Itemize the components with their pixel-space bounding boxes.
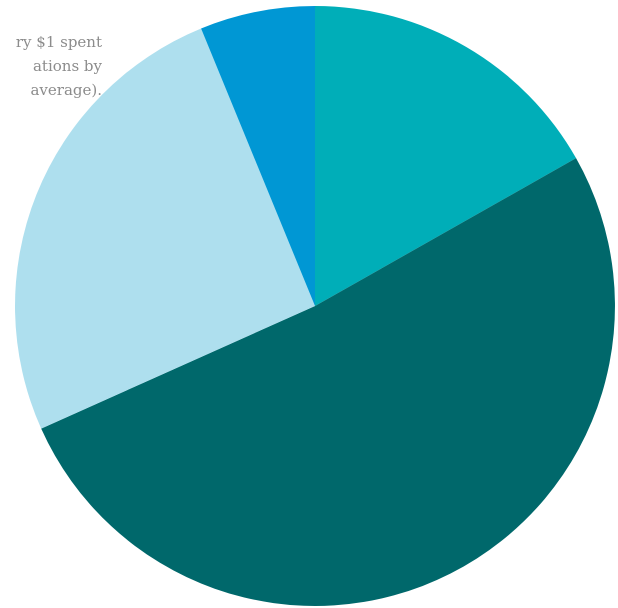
pie-slices [15, 6, 615, 606]
pie-slice-3 [15, 28, 316, 429]
pie-slice-2 [41, 158, 615, 606]
pie-slice-1 [315, 6, 577, 306]
pie-slice-4 [201, 6, 315, 306]
chart-caption: ry $1 spent ations by average). [15, 33, 102, 99]
